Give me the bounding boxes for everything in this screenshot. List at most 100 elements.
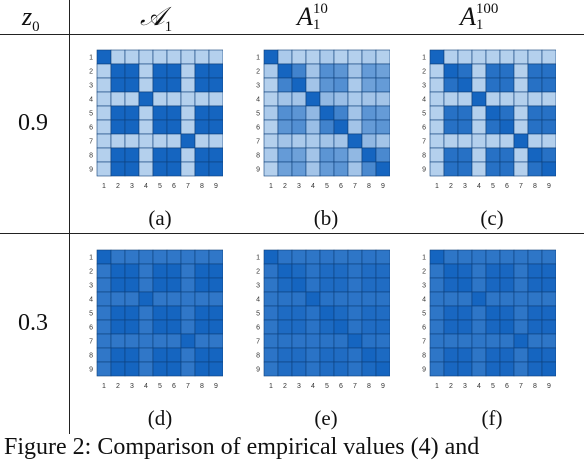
heatmap-cell — [499, 161, 515, 177]
heatmap-cell — [110, 161, 126, 177]
heatmap-cell — [110, 49, 126, 65]
heatmap-cell — [305, 305, 321, 321]
col-tick-label: 1 — [102, 383, 106, 390]
heatmap-cell — [499, 361, 515, 377]
heatmap-cell — [110, 333, 126, 349]
heatmap-cell — [347, 133, 363, 149]
heatmap-cell — [124, 305, 140, 321]
row-tick-label: 9 — [89, 167, 93, 174]
heatmap-cell — [333, 263, 349, 279]
heatmap-cell — [361, 119, 377, 135]
col-tick-label: 5 — [491, 383, 495, 390]
col-tick-label: 3 — [130, 183, 134, 190]
heatmap-cell — [443, 49, 459, 65]
heatmap-cell — [333, 77, 349, 93]
heatmap-cell — [291, 347, 307, 363]
col-tick-label: 5 — [158, 183, 162, 190]
heatmap-cell — [333, 319, 349, 335]
col-tick-label: 7 — [353, 383, 357, 390]
heatmap-cell — [541, 91, 557, 107]
heatmap-cell — [124, 147, 140, 163]
heatmap-cell — [429, 347, 445, 363]
heatmap-cell — [263, 249, 279, 265]
heatmap-cell — [305, 291, 321, 307]
heatmap-cell — [527, 91, 543, 107]
row-tick-label: 3 — [89, 83, 93, 90]
row-tick-label: 9 — [422, 167, 426, 174]
heatmap-cell — [208, 291, 224, 307]
heatmap-cell — [166, 305, 182, 321]
heatmap-cell — [513, 133, 529, 149]
heatmap-cell — [263, 133, 279, 149]
heatmap-cell — [96, 319, 112, 335]
heatmap-cell — [277, 305, 293, 321]
heatmap-cell — [429, 361, 445, 377]
heatmap-cell — [347, 319, 363, 335]
heatmap-cell — [180, 333, 196, 349]
heatmap-cell — [485, 277, 501, 293]
heatmap-cell — [110, 147, 126, 163]
heatmap-cell — [513, 63, 529, 79]
heatmap-cell — [305, 119, 321, 135]
heatmap-cell — [180, 49, 196, 65]
heatmap-cell — [361, 249, 377, 265]
heatmap-cell — [429, 105, 445, 121]
heatmap-cell — [485, 319, 501, 335]
row-tick-label: 4 — [256, 97, 260, 104]
heatmap-cell — [485, 77, 501, 93]
heatmap-cell — [305, 361, 321, 377]
row-tick-label: 4 — [89, 297, 93, 304]
heatmap-cell — [443, 91, 459, 107]
heatmap-cell — [541, 361, 557, 377]
row-tick-label: 1 — [422, 55, 426, 62]
row-tick-label: 6 — [89, 325, 93, 332]
heatmap-cell — [263, 263, 279, 279]
heatmap-cell — [513, 249, 529, 265]
heatmap-cell — [152, 161, 168, 177]
heatmap-cell — [194, 291, 210, 307]
col-tick-label: 7 — [186, 383, 190, 390]
heatmap-cell — [485, 347, 501, 363]
heatmap-cell — [277, 319, 293, 335]
heatmap-cell — [277, 263, 293, 279]
heatmap-cell — [194, 361, 210, 377]
heatmap-cell — [527, 277, 543, 293]
heatmap-cell — [166, 319, 182, 335]
heatmap-cell — [291, 77, 307, 93]
heatmap-cell — [347, 63, 363, 79]
heatmap-cell — [291, 319, 307, 335]
heatmap-cell — [291, 277, 307, 293]
heatmap-cell — [527, 263, 543, 279]
heatmap-cell — [319, 77, 335, 93]
heatmap-cell — [541, 333, 557, 349]
heatmap-cell — [208, 91, 224, 107]
heatmap-cell — [96, 91, 112, 107]
heatmap-cell — [375, 91, 391, 107]
heatmap-cell — [429, 161, 445, 177]
row-separator — [0, 233, 584, 234]
heatmap-cell — [166, 133, 182, 149]
heatmap-cell — [333, 147, 349, 163]
heatmap-cell — [110, 319, 126, 335]
heatmap-cell — [208, 333, 224, 349]
heatmap-cell — [375, 305, 391, 321]
heatmap-cell — [194, 277, 210, 293]
heatmap-cell — [541, 305, 557, 321]
heatmap-cell — [263, 147, 279, 163]
heatmap-cell — [291, 63, 307, 79]
heatmap-cell — [110, 63, 126, 79]
heatmap-cell — [152, 49, 168, 65]
heatmap-cell — [471, 305, 487, 321]
row-tick-label: 9 — [422, 367, 426, 374]
col-tick-label: 4 — [477, 383, 481, 390]
caption-f: (f) — [481, 406, 503, 430]
row-tick-label: 7 — [256, 339, 260, 346]
heatmap-cell — [485, 49, 501, 65]
col3-sup: 100 — [475, 1, 499, 17]
caption-b: (b) — [313, 206, 339, 230]
heatmap-cell — [485, 133, 501, 149]
row-tick-label: 8 — [89, 153, 93, 160]
heatmap-cell — [333, 249, 349, 265]
row-tick-label: 3 — [89, 283, 93, 290]
col-tick-label: 6 — [505, 183, 509, 190]
